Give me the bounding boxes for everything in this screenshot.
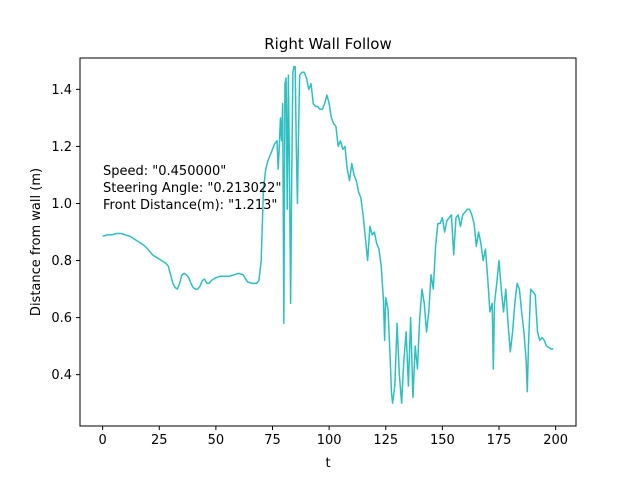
x-tick-label: 200 [543,433,568,448]
x-tick-label: 25 [151,433,168,448]
x-tick-label: 175 [487,433,512,448]
x-axis-label: t [325,456,330,471]
y-tick-label: 1.4 [51,83,72,98]
plot-frame [79,57,577,427]
y-axis-label: Distance from wall (m) [29,168,44,316]
chart-title: Right Wall Follow [264,35,392,53]
x-tick-label: 50 [208,433,225,448]
y-tick-label: 1.0 [51,197,72,212]
x-tick-label: 0 [99,433,107,448]
series-line [102,65,554,404]
y-tick-label: 0.6 [51,311,72,326]
y-tick-label: 0.8 [51,254,72,269]
y-tick-label: 0.4 [51,368,72,383]
x-tick-label: 100 [317,433,342,448]
x-tick-label: 75 [264,433,281,448]
x-axis: 0 25 50 75 100 125 150 175 200 [99,426,568,448]
y-tick-label: 1.2 [51,140,72,155]
x-tick-label: 150 [430,433,455,448]
annotation-steering-angle: Steering Angle: "0.213022" [103,181,281,196]
y-axis: 0.4 0.6 0.8 1.0 1.2 1.4 [51,83,80,383]
x-tick-label: 125 [373,433,398,448]
annotation-speed: Speed: "0.450000" [103,164,226,179]
plot-area [79,57,577,427]
annotation-front-distance: Front Distance(m): "1.213" [103,198,277,213]
